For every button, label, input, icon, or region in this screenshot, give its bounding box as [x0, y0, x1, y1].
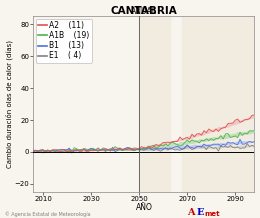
- Bar: [139, 16, 170, 192]
- Text: met: met: [204, 211, 220, 217]
- Text: ANUAL: ANUAL: [131, 7, 157, 16]
- Text: A: A: [187, 208, 195, 217]
- Text: © Agencia Estatal de Meteorología: © Agencia Estatal de Meteorología: [5, 211, 91, 217]
- X-axis label: AÑO: AÑO: [135, 203, 152, 213]
- Y-axis label: Cambio duración olas de calor (días): Cambio duración olas de calor (días): [5, 40, 13, 168]
- Title: CANTABRIA: CANTABRIA: [110, 5, 177, 15]
- Bar: [182, 16, 255, 192]
- Text: E: E: [196, 208, 204, 217]
- Legend: A2    (11), A1B    (19), B1    (13), E1    ( 4): A2 (11), A1B (19), B1 (13), E1 ( 4): [36, 19, 92, 63]
